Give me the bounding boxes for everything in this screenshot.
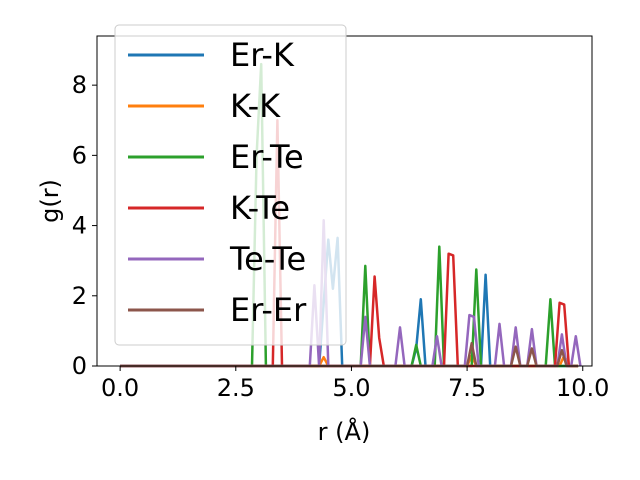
x-tick-label: 10.0 <box>556 374 609 402</box>
y-axis-label: g(r) <box>36 179 64 223</box>
x-tick-label: 7.5 <box>448 374 486 402</box>
legend-item-k-te: K-Te <box>128 189 290 227</box>
legend-label: Er-Te <box>230 138 304 176</box>
y-tick-label: 6 <box>72 141 87 169</box>
legend: Er-K K-K Er-Te K-Te Te-Te Er-Er <box>114 24 347 346</box>
y-tick-label: 8 <box>72 71 87 99</box>
x-axis: 0.0 2.5 5.0 7.5 10.0 <box>101 366 609 402</box>
y-axis: 0 2 4 6 8 <box>72 71 97 380</box>
legend-item-er-k: Er-K <box>128 36 295 74</box>
legend-label: Te-Te <box>229 240 306 278</box>
x-tick-label: 0.0 <box>101 374 139 402</box>
legend-label: K-K <box>230 87 281 125</box>
legend-item-er-te: Er-Te <box>128 138 304 176</box>
legend-item-k-k: K-K <box>128 87 281 125</box>
x-axis-label: r (Å) <box>318 417 371 446</box>
y-tick-label: 2 <box>72 282 87 310</box>
x-tick-label: 5.0 <box>332 374 370 402</box>
x-tick-label: 2.5 <box>217 374 255 402</box>
legend-item-te-te: Te-Te <box>128 240 306 278</box>
legend-label: Er-Er <box>230 291 307 329</box>
y-tick-label: 4 <box>72 212 87 240</box>
legend-label: K-Te <box>230 189 290 227</box>
legend-item-er-er: Er-Er <box>128 291 307 329</box>
legend-label: Er-K <box>230 36 295 74</box>
y-tick-label: 0 <box>72 352 87 380</box>
